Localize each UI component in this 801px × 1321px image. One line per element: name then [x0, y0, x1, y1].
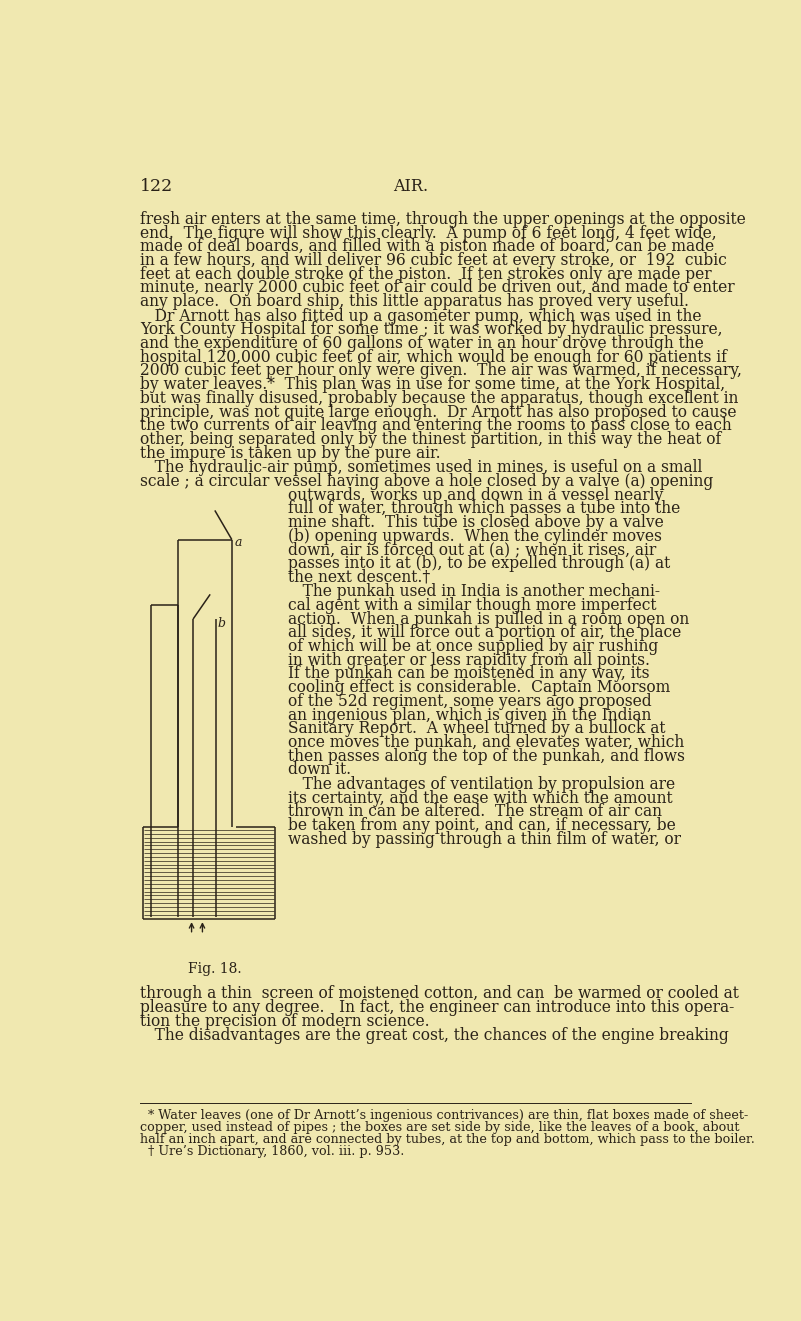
Text: copper, used instead of pipes ; the boxes are set side by side, like the leaves : copper, used instead of pipes ; the boxe…	[140, 1120, 740, 1133]
Text: cooling effect is considerable.  Captain Moorsom: cooling effect is considerable. Captain …	[288, 679, 670, 696]
Text: action.  When a punkah is pulled in a room open on: action. When a punkah is pulled in a roo…	[288, 610, 690, 627]
Text: pleasure to any degree.   In fact, the engineer can introduce into this opera-: pleasure to any degree. In fact, the eng…	[140, 999, 735, 1016]
Text: The disadvantages are the great cost, the chances of the engine breaking: The disadvantages are the great cost, th…	[140, 1026, 729, 1044]
Text: the next descent.†: the next descent.†	[288, 569, 431, 585]
Text: scale ; a circular vessel having above a hole closed by a valve (a) opening: scale ; a circular vessel having above a…	[140, 473, 714, 490]
Text: York County Hospital for some time ; it was worked by hydraulic pressure,: York County Hospital for some time ; it …	[140, 321, 723, 338]
Text: all sides, it will force out a portion of air, the place: all sides, it will force out a portion o…	[288, 625, 682, 642]
Text: in a few hours, and will deliver 96 cubic feet at every stroke, or  192  cubic: in a few hours, and will deliver 96 cubi…	[140, 252, 727, 269]
Text: mine shaft.  This tube is closed above by a valve: mine shaft. This tube is closed above by…	[288, 514, 664, 531]
Text: then passes along the top of the punkah, and flows: then passes along the top of the punkah,…	[288, 748, 686, 765]
Text: down, air is forced out at (a) ; when it rises, air: down, air is forced out at (a) ; when it…	[288, 542, 657, 559]
Text: full of water, through which passes a tube into the: full of water, through which passes a tu…	[288, 501, 681, 518]
Text: Dr Arnott has also fitted up a gasometer pump, which was used in the: Dr Arnott has also fitted up a gasometer…	[140, 308, 702, 325]
Text: cal agent with a similar though more imperfect: cal agent with a similar though more imp…	[288, 597, 657, 614]
Text: other, being separated only by the thinest partition, in this way the heat of: other, being separated only by the thine…	[140, 431, 722, 448]
Text: of the 52d regiment, some years ago proposed: of the 52d regiment, some years ago prop…	[288, 694, 652, 709]
Text: If the punkah can be moistened in any way, its: If the punkah can be moistened in any wa…	[288, 666, 650, 683]
Text: be taken from any point, and can, if necessary, be: be taken from any point, and can, if nec…	[288, 816, 676, 834]
Text: The hydraulic-air pump, sometimes used in mines, is useful on a small: The hydraulic-air pump, sometimes used i…	[140, 460, 702, 476]
Text: feet at each double stroke of the piston.  If ten strokes only are made per: feet at each double stroke of the piston…	[140, 266, 712, 283]
Text: AIR.: AIR.	[393, 178, 429, 194]
Text: (b) opening upwards.  When the cylinder moves: (b) opening upwards. When the cylinder m…	[288, 527, 662, 544]
Text: principle, was not quite large enough.  Dr Arnott has also proposed to cause: principle, was not quite large enough. D…	[140, 403, 737, 420]
Text: the impure is taken up by the pure air.: the impure is taken up by the pure air.	[140, 445, 441, 461]
Text: passes into it at (b), to be expelled through (a) at: passes into it at (b), to be expelled th…	[288, 555, 670, 572]
Text: once moves the punkah, and elevates water, which: once moves the punkah, and elevates wate…	[288, 734, 685, 752]
Text: made of deal boards, and filled with a piston made of board, can be made: made of deal boards, and filled with a p…	[140, 238, 714, 255]
Text: hospital 120,000 cubic feet of air, which would be enough for 60 patients if: hospital 120,000 cubic feet of air, whic…	[140, 349, 727, 366]
Text: The punkah used in India is another mechani-: The punkah used in India is another mech…	[288, 584, 661, 600]
Text: but was finally disused, probably because the apparatus, though excellent in: but was finally disused, probably becaus…	[140, 390, 739, 407]
Text: The advantages of ventilation by propulsion are: The advantages of ventilation by propuls…	[288, 775, 675, 793]
Text: washed by passing through a thin film of water, or: washed by passing through a thin film of…	[288, 831, 682, 848]
Text: tion the precision of modern science.: tion the precision of modern science.	[140, 1013, 430, 1030]
Text: Sanitary Report.  A wheel turned by a bullock at: Sanitary Report. A wheel turned by a bul…	[288, 720, 666, 737]
Text: fresh air enters at the same time, through the upper openings at the opposite: fresh air enters at the same time, throu…	[140, 211, 747, 229]
Text: through a thin  screen of moistened cotton, and can  be warmed or cooled at: through a thin screen of moistened cotto…	[140, 985, 739, 1003]
Text: half an inch apart, and are connected by tubes, at the top and bottom, which pas: half an inch apart, and are connected by…	[140, 1132, 755, 1145]
Text: by water leaves.*  This plan was in use for some time, at the York Hospital,: by water leaves.* This plan was in use f…	[140, 376, 726, 394]
Text: minute, nearly 2000 cubic feet of air could be driven out, and made to enter: minute, nearly 2000 cubic feet of air co…	[140, 280, 735, 296]
Text: a: a	[234, 536, 242, 548]
Text: down it.: down it.	[288, 761, 352, 778]
Text: * Water leaves (one of Dr Arnott’s ingenious contrivances) are thin, flat boxes : * Water leaves (one of Dr Arnott’s ingen…	[140, 1108, 749, 1122]
Text: the two currents of air leaving and entering the rooms to pass close to each: the two currents of air leaving and ente…	[140, 417, 732, 435]
Text: end.  The figure will show this clearly.  A pump of 6 feet long, 4 feet wide,: end. The figure will show this clearly. …	[140, 225, 717, 242]
Text: 122: 122	[140, 178, 174, 194]
Text: 2000 cubic feet per hour only were given.  The air was warmed, if necessary,: 2000 cubic feet per hour only were given…	[140, 362, 743, 379]
Text: thrown in can be altered.  The stream of air can: thrown in can be altered. The stream of …	[288, 803, 662, 820]
Text: an ingenious plan, which is given in the Indian: an ingenious plan, which is given in the…	[288, 707, 652, 724]
Text: outwards, works up and down in a vessel nearly: outwards, works up and down in a vessel …	[288, 486, 664, 503]
Text: † Ure’s Dictionary, 1860, vol. iii. p. 953.: † Ure’s Dictionary, 1860, vol. iii. p. 9…	[140, 1144, 405, 1157]
Text: any place.  On board ship, this little apparatus has proved very useful.: any place. On board ship, this little ap…	[140, 293, 690, 310]
Text: Fig. 18.: Fig. 18.	[188, 962, 242, 976]
Text: of which will be at once supplied by air rushing: of which will be at once supplied by air…	[288, 638, 658, 655]
Text: and the expenditure of 60 gallons of water in an hour drove through the: and the expenditure of 60 gallons of wat…	[140, 336, 704, 351]
Text: in with greater or less rapidity from all points.: in with greater or less rapidity from al…	[288, 651, 650, 668]
Text: its certainty, and the ease with which the amount: its certainty, and the ease with which t…	[288, 790, 673, 807]
Text: b: b	[218, 617, 226, 630]
